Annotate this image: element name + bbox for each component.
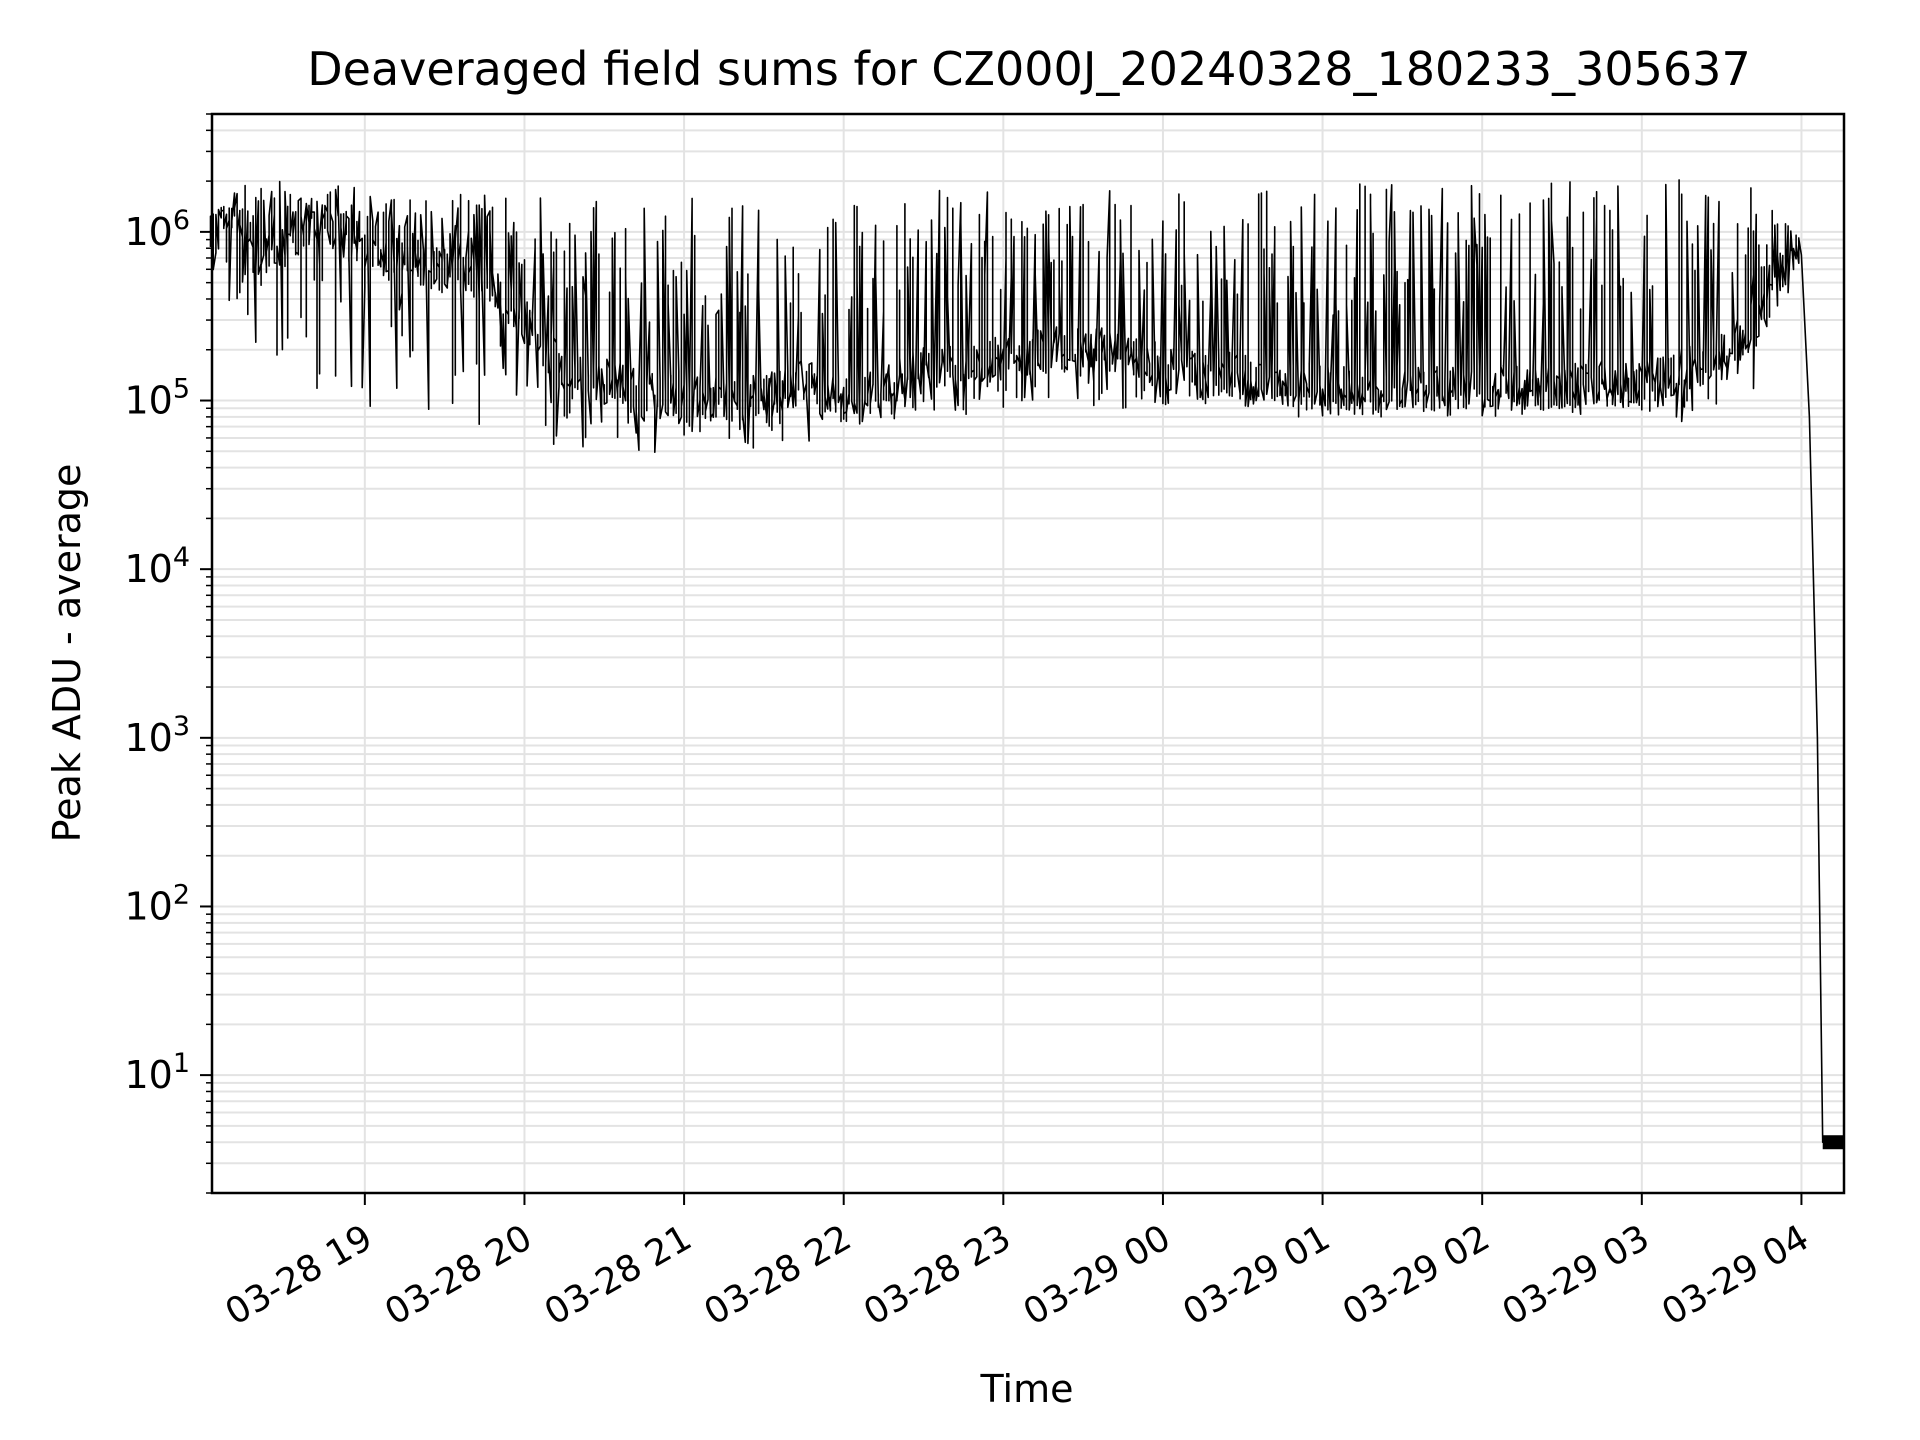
y-tick-label: 103: [124, 711, 190, 760]
series-floor-segment: [1822, 1135, 1844, 1150]
y-tick-label: 102: [124, 879, 190, 928]
y-tick-exponent: 5: [173, 374, 190, 405]
y-tick-exponent: 3: [173, 711, 190, 742]
y-tick-base: 10: [124, 1053, 172, 1097]
y-tick-base: 10: [124, 379, 172, 423]
y-tick-base: 10: [124, 716, 172, 760]
series-line: [209, 179, 1844, 1143]
y-tick-base: 10: [124, 547, 172, 591]
y-tick-label: 101: [124, 1048, 190, 1097]
series-layer: [209, 179, 1844, 1150]
chart-title: Deaveraged field sums for CZ000J_2024032…: [307, 42, 1750, 96]
x-axis-label: Time: [980, 1367, 1074, 1411]
y-tick-exponent: 6: [173, 205, 190, 236]
y-tick-exponent: 4: [173, 542, 190, 573]
y-tick-label: 105: [124, 374, 190, 423]
y-tick-base: 10: [124, 210, 172, 254]
y-tick-label: 106: [124, 205, 190, 254]
y-tick-exponent: 2: [173, 879, 190, 910]
y-axis-label: Peak ADU - average: [45, 464, 89, 843]
y-tick-base: 10: [124, 884, 172, 928]
y-tick-exponent: 1: [173, 1048, 190, 1079]
plot-area-frame: [210, 112, 1846, 1195]
y-tick-label: 104: [124, 542, 190, 591]
